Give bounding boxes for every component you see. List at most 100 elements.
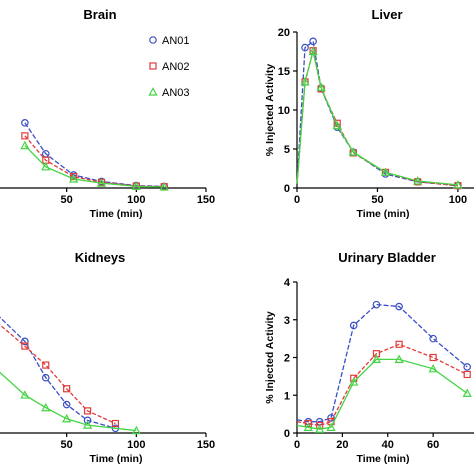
bladder-x-tick-label: 40: [382, 439, 394, 451]
legend-item-an03: AN03: [148, 87, 190, 99]
kidneys-series-an03: [0, 371, 141, 435]
bladder-y-tick-label: 2: [284, 353, 290, 365]
legend-marker: [149, 62, 157, 70]
liver-y-tick-label: 5: [284, 144, 290, 156]
liver-x-tick-label: 100: [449, 194, 467, 206]
bladder-point: [462, 388, 472, 397]
brain-point: [131, 181, 141, 190]
brain-point: [41, 161, 51, 171]
kidneys-point: [131, 425, 141, 435]
liver-point: [453, 180, 463, 189]
bladder-point: [303, 422, 313, 431]
kidneys-point: [62, 400, 71, 409]
legend-marker: [148, 87, 158, 96]
kidneys-title: Kidneys: [75, 250, 126, 265]
liver-series-an01: [296, 37, 462, 190]
kidneys-x-tick-label: 100: [127, 439, 145, 451]
kidneys-point: [83, 407, 92, 415]
bladder-x-tick-label: 60: [427, 439, 439, 451]
bladder-line-an02: [296, 343, 468, 427]
legend-label: AN02: [162, 61, 190, 73]
liver-y-tick-label: 15: [278, 66, 290, 78]
kidneys-point: [83, 416, 92, 425]
liver-x-tick-label: 50: [371, 194, 383, 206]
liver-point: [332, 120, 342, 130]
kidneys-point: [21, 337, 29, 346]
kidneys-point: [63, 385, 71, 393]
liver-y-tick-label: 20: [278, 27, 290, 39]
liver-y-axis-label: % Injected Activity: [264, 64, 276, 157]
kidneys-series-an02: [0, 324, 120, 428]
kidneys-point: [21, 342, 29, 350]
bladder-point: [395, 302, 403, 311]
liver-line-an03: [296, 51, 458, 186]
liver-line-an01: [296, 40, 458, 187]
brain-chart: Brain 50 100 150 Time (min): [0, 7, 215, 220]
liver-x-axis-label: Time (min): [357, 208, 410, 220]
liver-chart: Liver 0 50 100 0 5 10 15 20 % Injected Activity Ti…: [264, 7, 474, 220]
bladder-y-tick-label: 0: [284, 428, 290, 440]
liver-series-an03: [296, 46, 463, 189]
kidneys-line-an03: [0, 371, 137, 432]
bladder-y-tick-label: 1: [284, 390, 290, 402]
bladder-point: [304, 419, 312, 428]
bladder-point: [428, 363, 438, 373]
bladder-point: [371, 354, 382, 363]
liver-point: [300, 77, 310, 86]
liver-x-tick-label: 0: [294, 194, 300, 206]
brain-x-tick-label: 50: [61, 194, 73, 206]
kidneys-point: [41, 373, 50, 382]
bladder-title: Urinary Bladder: [338, 250, 436, 265]
brain-series-an03: [20, 140, 169, 191]
liver-point: [308, 46, 318, 56]
bladder-point: [463, 363, 471, 371]
bladder-point: [429, 353, 437, 362]
legend-item-an02: AN02: [149, 61, 190, 73]
legend-marker: [149, 36, 157, 44]
bladder-point: [463, 370, 471, 379]
bladder-chart: Urinary Bladder 0 20 40 60 0 1 2 3 4 % Injected Ac…: [264, 250, 474, 465]
brain-line-an02: [24, 135, 165, 188]
liver-y-tick-label: 0: [284, 183, 290, 195]
brain-series-an02: [21, 132, 168, 191]
liver-title: Liver: [371, 7, 402, 22]
liver-point: [309, 37, 317, 46]
bladder-point: [372, 300, 381, 309]
bladder-point: [394, 354, 404, 363]
bladder-point: [349, 321, 358, 330]
brain-x-tick-label: 100: [127, 194, 145, 206]
bladder-x-tick-label: 20: [336, 439, 348, 451]
legend: AN01 AN02 AN03: [148, 35, 190, 99]
brain-point: [21, 119, 29, 127]
bladder-point: [316, 421, 324, 430]
kidneys-point: [82, 420, 93, 429]
kidneys-line-an02: [0, 324, 116, 425]
brain-x-tick-label: 150: [197, 194, 215, 206]
bladder-y-axis-label: % Injected Activity: [264, 311, 276, 404]
brain-point: [21, 132, 29, 140]
bladder-series-an03: [296, 354, 472, 433]
kidneys-point: [42, 361, 50, 369]
legend-label: AN03: [162, 87, 190, 99]
bladder-point: [315, 424, 325, 433]
brain-point: [96, 178, 107, 187]
liver-point: [348, 147, 358, 156]
kidneys-x-tick-label: 50: [61, 439, 73, 451]
kidneys-series-an01: [0, 316, 120, 433]
kidneys-point: [41, 402, 51, 412]
bladder-point: [326, 422, 336, 431]
liver-y-tick-label: 10: [278, 105, 290, 117]
bladder-y-tick-label: 4: [284, 277, 291, 289]
bladder-point: [327, 414, 335, 422]
bladder-series-an01: [296, 300, 471, 426]
bladder-x-tick-label: 0: [294, 439, 300, 451]
brain-line-an01: [24, 122, 165, 188]
kidneys-line-an01: [0, 316, 116, 429]
kidneys-point: [20, 390, 30, 399]
brain-point: [20, 140, 30, 150]
bladder-point: [429, 334, 437, 343]
liver-point: [316, 82, 326, 91]
brain-point: [159, 182, 169, 191]
liver-point: [380, 167, 391, 176]
